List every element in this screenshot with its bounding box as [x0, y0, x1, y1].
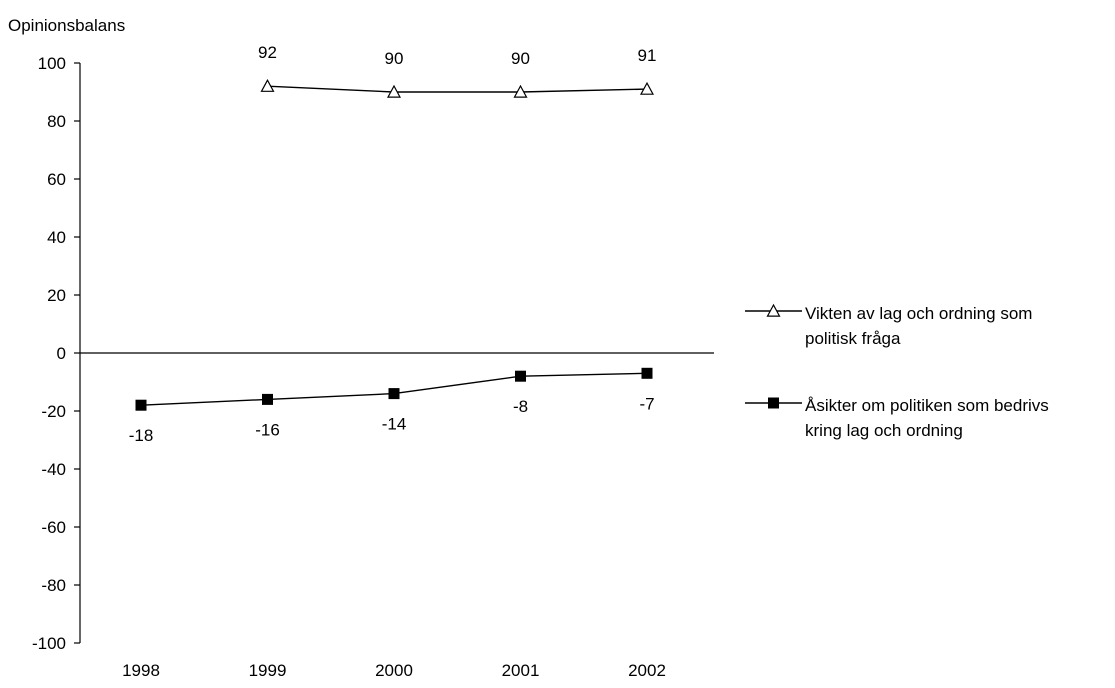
- y-tick-label: -80: [41, 576, 66, 595]
- data-label: 90: [385, 49, 404, 68]
- x-tick-label: 2002: [628, 661, 666, 680]
- data-point: [639, 81, 655, 95]
- y-axis-label: Opinionsbalans: [8, 16, 125, 35]
- y-tick-label: 0: [57, 344, 66, 363]
- data-point: [262, 393, 273, 405]
- data-label: -14: [382, 415, 407, 434]
- data-label: 90: [511, 49, 530, 68]
- y-tick-label: 20: [47, 286, 66, 305]
- x-tick-label: 2000: [375, 661, 413, 680]
- series-line-1: [267, 85, 648, 93]
- data-point: [386, 84, 402, 98]
- data-label: -18: [129, 426, 154, 445]
- data-label: -8: [513, 397, 528, 416]
- legend-label: Vikten av lag och ordning som: [805, 304, 1032, 323]
- data-label: -7: [639, 394, 654, 413]
- y-tick-label: 40: [47, 228, 66, 247]
- legend-label: Åsikter om politiken som bedrivs: [805, 396, 1049, 415]
- data-point: [515, 370, 526, 382]
- y-tick-label: 60: [47, 170, 66, 189]
- plot-area: 100 80 60 40 20 0 -20 -40 -60 -80 -100 1998 1999 2000…: [32, 43, 714, 680]
- data-point: [135, 399, 147, 411]
- legend-marker: [766, 303, 781, 317]
- y-tick-label: -40: [41, 460, 66, 479]
- y-tick-label: -60: [41, 518, 66, 537]
- x-tick-label: 1999: [249, 661, 287, 680]
- legend: Vikten av lag och ordning som politisk fr…: [745, 303, 1049, 440]
- data-point: [388, 388, 400, 400]
- data-label: -16: [255, 420, 280, 439]
- y-tick-label: -20: [41, 402, 66, 421]
- legend-label: politisk fråga: [805, 329, 901, 348]
- y-tick-label: 80: [47, 112, 66, 131]
- legend-label: kring lag och ordning: [805, 421, 963, 440]
- y-tick-label: -100: [32, 634, 66, 653]
- legend-marker: [768, 397, 779, 409]
- data-label: 92: [258, 43, 277, 62]
- x-tick-label: 2001: [502, 661, 540, 680]
- data-label: 91: [638, 46, 657, 65]
- data-point: [641, 367, 653, 379]
- data-point: [260, 78, 275, 92]
- x-tick-label: 1998: [122, 661, 160, 680]
- y-tick-label: 100: [38, 54, 66, 73]
- data-point: [513, 84, 528, 98]
